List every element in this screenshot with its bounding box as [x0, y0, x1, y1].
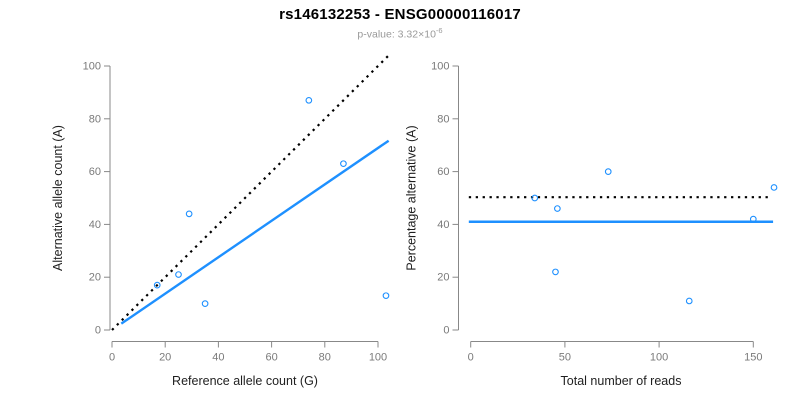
data-point — [201, 300, 209, 307]
data-point — [305, 96, 313, 104]
x-tick-label: 0 — [468, 352, 474, 364]
percentage-alternative-scatter-x-axis: 0 50 100 150 — [468, 341, 762, 364]
x-tick-label: 40 — [212, 352, 224, 364]
y-tick-label: 40 — [89, 219, 101, 231]
data-point — [552, 268, 559, 276]
allele-count-scatter-points — [153, 96, 390, 307]
x-tick-label: 100 — [369, 352, 387, 364]
x-tick-label: 150 — [744, 352, 762, 364]
allele-count-scatter-x-axis: 0 20 40 60 80 100 — [109, 341, 387, 364]
y-tick-label: 0 — [95, 325, 101, 337]
y-tick-label: 60 — [437, 166, 449, 178]
plot-title: rs146132253 - ENSG00000116017 — [279, 6, 521, 23]
y-tick-label: 20 — [89, 272, 101, 284]
x-tick-label: 0 — [109, 352, 115, 364]
x-tick-label: 20 — [159, 352, 171, 364]
data-point — [749, 215, 757, 223]
y-tick-label: 60 — [89, 166, 101, 178]
data-point — [340, 160, 347, 168]
percentage-alternative-scatter-y-label: Percentage alternative (A) — [405, 125, 419, 270]
y-tick-label: 0 — [443, 325, 449, 337]
percentage-alternative-scatter-points — [531, 168, 778, 305]
percentage-alternative-scatter-y-axis: 0 20 40 60 80 100 — [431, 61, 459, 337]
allelic-ratio-fit-line — [120, 139, 390, 325]
data-point — [770, 184, 778, 191]
pvalue-exponent: -6 — [435, 26, 443, 35]
data-point — [175, 271, 182, 278]
allele-count-scatter-x-label: Reference allele count (G) — [172, 374, 318, 388]
figure-header: rs146132253 - ENSG00000116017 p-value: 3… — [0, 6, 800, 41]
allele-count-scatter-y-label: Alternative allele count (A) — [51, 125, 65, 271]
y-tick-label: 40 — [437, 219, 449, 231]
data-point — [604, 168, 612, 175]
y-tick-label: 80 — [437, 113, 449, 125]
x-tick-label: 60 — [265, 352, 277, 364]
data-point — [185, 210, 193, 218]
x-tick-label: 100 — [650, 352, 668, 364]
identity-line — [111, 53, 391, 331]
data-point — [554, 205, 561, 212]
y-tick-label: 100 — [431, 61, 449, 73]
plot-subtitle: p-value: 3.32×10-6 — [0, 26, 800, 41]
y-tick-label: 20 — [437, 272, 449, 284]
percentage-alternative-scatter-x-label: Total number of reads — [561, 374, 682, 388]
y-tick-label: 80 — [89, 113, 101, 125]
percentage-alternative-scatter: 0 20 40 60 80 100 0 50 100 150 Total number of rea… — [405, 61, 778, 388]
x-tick-label: 80 — [319, 352, 331, 364]
data-point — [382, 292, 390, 300]
data-point — [153, 281, 161, 289]
allele-count-scatter-y-axis: 0 20 40 60 80 100 — [83, 61, 111, 337]
y-tick-label: 100 — [83, 61, 101, 73]
x-tick-label: 50 — [559, 352, 571, 364]
pvalue-text: p-value: 3.32×10 — [357, 28, 436, 41]
data-point — [685, 297, 693, 305]
data-point — [531, 194, 539, 202]
allele-count-scatter: 0 20 40 60 80 100 0 20 40 60 80 100 Reference allele… — [51, 53, 391, 388]
